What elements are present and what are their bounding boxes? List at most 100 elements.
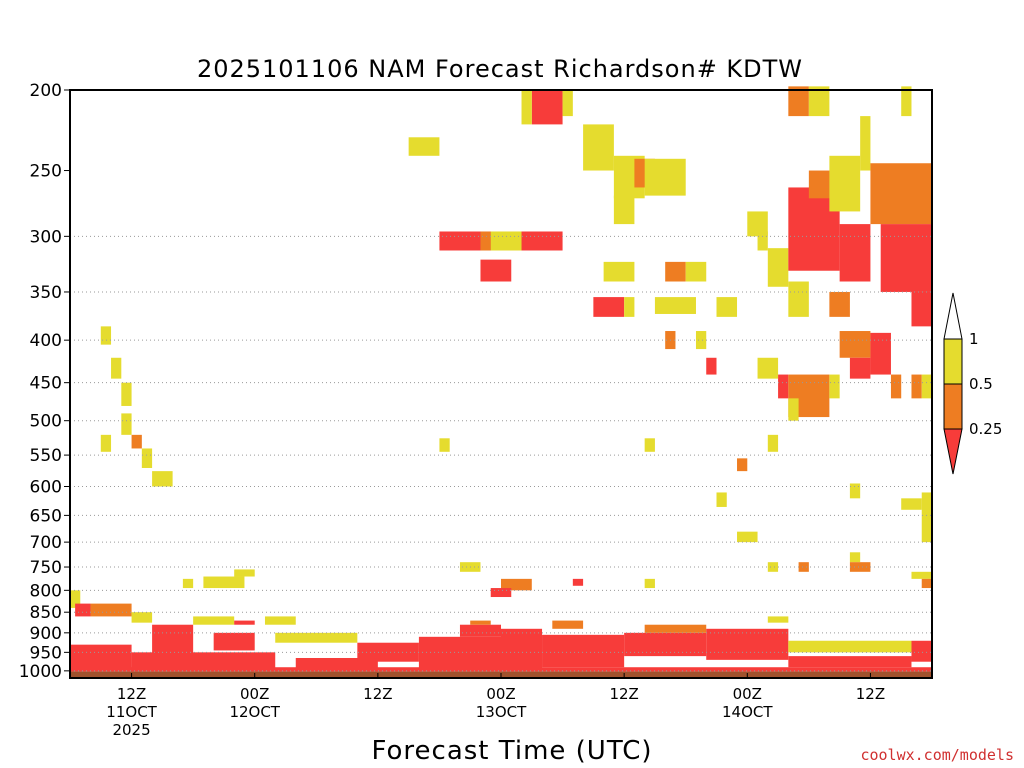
- y-tick-label-350: 350: [30, 283, 62, 303]
- heatmap-cell-red: [788, 656, 912, 668]
- heatmap-cell-yellow: [767, 434, 779, 452]
- x-tick-label: 14OCT: [722, 703, 773, 721]
- x-tick-label: 2025: [112, 721, 150, 739]
- heatmap-cell-yellow: [264, 616, 296, 625]
- heatmap-cell-yellow: [788, 281, 809, 317]
- credit-text: coolwx.com/models: [860, 746, 1014, 764]
- y-tick-label-500: 500: [30, 412, 62, 432]
- y-tick-label-550: 550: [30, 446, 62, 466]
- heatmap-cell-red: [75, 603, 91, 617]
- heatmap-cell-yellow: [860, 116, 871, 171]
- heatmap-cell-yellow: [131, 612, 153, 623]
- heatmap-cell-yellow: [141, 448, 153, 468]
- heatmap-cell-red: [70, 667, 932, 672]
- heatmap-cell-red: [624, 632, 707, 657]
- heatmap-cell-yellow: [490, 231, 522, 251]
- heatmap-cell-red: [870, 332, 891, 375]
- x-tick-label: 12Z: [363, 685, 392, 703]
- x-tick-label: 12Z: [609, 685, 638, 703]
- heatmap-cell-yellow: [182, 578, 194, 589]
- y-tick-label-600: 600: [30, 477, 62, 497]
- heatmap-cell-orange: [644, 624, 707, 633]
- heatmap-cell-red: [213, 632, 255, 651]
- heatmap-cell-yellow: [644, 158, 686, 196]
- heatmap-cell-yellow: [788, 398, 799, 421]
- heatmap-cell-yellow: [921, 374, 932, 399]
- heatmap-cell-orange: [131, 434, 142, 449]
- heatmap-cell-yellow: [152, 471, 173, 487]
- x-tick-label: 13OCT: [476, 703, 527, 721]
- x-tick-label: 00Z: [240, 685, 269, 703]
- heatmap-cell-red: [542, 634, 625, 668]
- heatmap-cell-red: [501, 259, 512, 282]
- heatmap-cell-yellow: [644, 438, 655, 452]
- heatmap-cells: [70, 86, 932, 672]
- heatmap-cell-yellow: [767, 248, 789, 287]
- heatmap-cell-yellow: [203, 576, 245, 589]
- x-tick-label: 12OCT: [229, 703, 280, 721]
- heatmap-cell-orange: [890, 374, 902, 399]
- heatmap-cell-yellow: [767, 562, 779, 572]
- x-tick-label: 11OCT: [106, 703, 157, 721]
- heatmap-cell-yellow: [100, 326, 112, 345]
- heatmap-cell-yellow: [829, 374, 840, 399]
- heatmap-cell-yellow: [737, 531, 758, 543]
- x-tick-label: 12Z: [117, 685, 146, 703]
- heatmap-cell-yellow: [716, 492, 727, 507]
- heatmap-cell-orange: [911, 374, 922, 399]
- heatmap-cell-yellow: [911, 571, 932, 579]
- y-tick-label-700: 700: [30, 533, 62, 553]
- heatmap-cell-yellow: [583, 124, 614, 171]
- heatmap-cell-red: [593, 297, 625, 317]
- x-tick-label: 12Z: [856, 685, 885, 703]
- heatmap-cell-yellow: [100, 434, 112, 452]
- heatmap-cell-yellow: [901, 86, 912, 117]
- heatmap-cell-red: [501, 628, 543, 671]
- heatmap-cell-orange: [870, 163, 932, 225]
- heatmap-cell-yellow: [644, 578, 655, 589]
- heatmap-cell-yellow: [716, 297, 738, 317]
- heatmap-cell-yellow: [849, 552, 861, 563]
- y-axis-ticks: 200 250 300 350 400 450 500 550 600 650 700 750 8008…: [19, 81, 70, 682]
- heatmap-cell-yellow: [275, 632, 358, 643]
- heatmap-cell-orange: [921, 578, 932, 589]
- heatmap-cell-yellow: [757, 357, 779, 379]
- heatmap-cell-yellow: [808, 86, 830, 117]
- y-tick-label-850: 850: [30, 603, 62, 623]
- y-tick-label-800: 800: [30, 581, 62, 601]
- colorbar-bottom-triangle: [943, 428, 963, 475]
- heatmap-cell-yellow: [901, 498, 922, 510]
- heatmap-cell-orange: [798, 562, 809, 572]
- colorbar-label-1: 1: [969, 330, 979, 348]
- heatmap-cell-yellow: [747, 211, 768, 237]
- heatmap-cell-red: [152, 624, 194, 657]
- y-tick-label-950: 950: [30, 643, 62, 663]
- x-tick-label: 00Z: [486, 685, 515, 703]
- heatmap-cell-yellow: [121, 382, 132, 406]
- x-tick-label: 00Z: [733, 685, 762, 703]
- heatmap-cell-orange: [737, 458, 748, 472]
- heatmap-cell-red: [706, 628, 789, 660]
- heatmap-cell-red: [880, 224, 932, 292]
- heatmap-cell-yellow: [757, 231, 768, 251]
- heatmap-cell-yellow: [695, 331, 707, 350]
- y-tick-label-1000: 1000: [19, 662, 62, 682]
- heatmap-cell-yellow: [408, 137, 440, 156]
- x-axis-label: Forecast Time (UTC): [371, 736, 652, 766]
- heatmap-cell-orange: [501, 578, 532, 591]
- y-tick-label-200: 200: [30, 81, 62, 101]
- heatmap-cell-red: [911, 291, 932, 327]
- heatmap-cell-orange: [665, 261, 686, 282]
- heatmap-cell-yellow: [921, 492, 932, 543]
- heatmap-cell-red: [839, 224, 871, 282]
- colorbar-label-0.25: 0.25: [969, 420, 1002, 438]
- heatmap-cell-red: [531, 90, 563, 125]
- heatmap-cell-yellow: [613, 195, 635, 225]
- heatmap-cell-red: [357, 642, 419, 662]
- colorbar-top-triangle: [943, 292, 963, 340]
- heatmap-cell-orange: [470, 620, 491, 625]
- heatmap-cell-yellow: [624, 297, 635, 317]
- colorbar: 1 0.5 0.25: [943, 292, 1002, 475]
- y-tick-label-300: 300: [30, 227, 62, 247]
